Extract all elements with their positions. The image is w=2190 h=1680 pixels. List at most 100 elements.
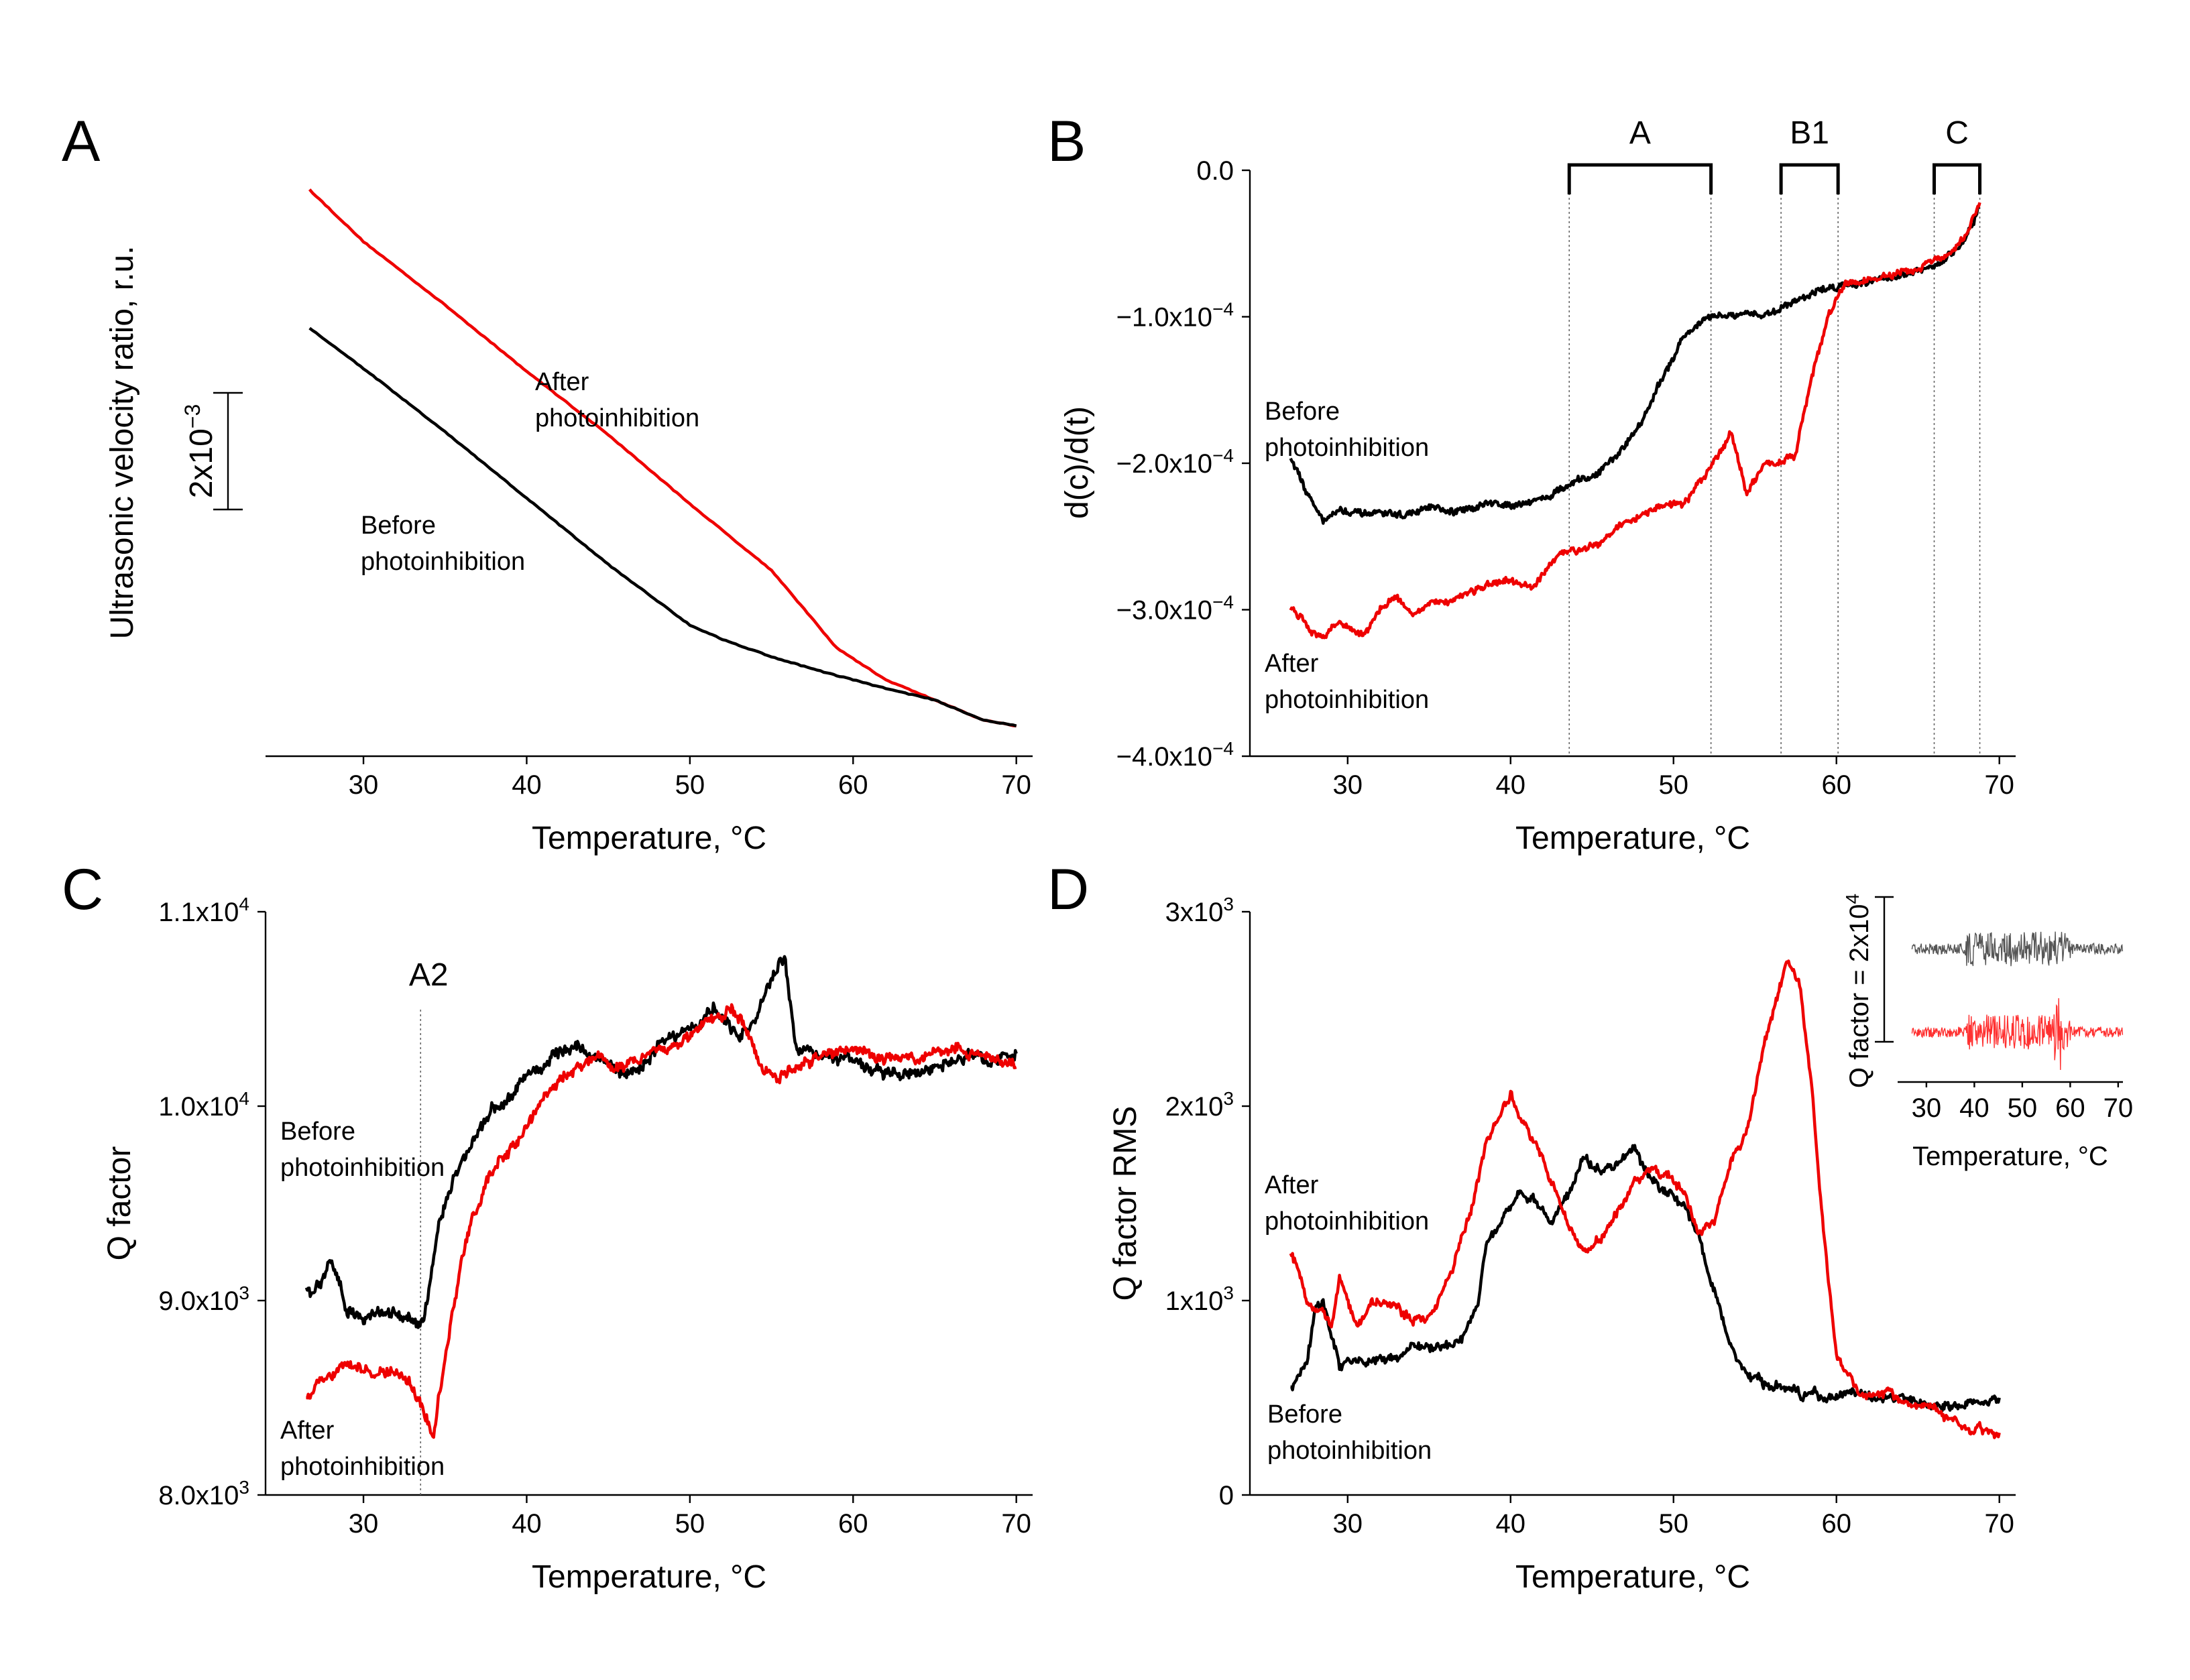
data-point-before	[771, 656, 772, 657]
series-line-before	[304, 955, 1018, 1329]
data-point-before	[1616, 1164, 1617, 1165]
y-tick-label-base: −2.0x10	[1116, 449, 1212, 479]
data-point-after	[1551, 562, 1552, 563]
data-point-after	[1844, 284, 1845, 285]
x-tick-label: 40	[512, 770, 542, 800]
data-point-after	[485, 1184, 486, 1185]
data-point-before	[1600, 1174, 1601, 1175]
data-point-before	[1016, 1053, 1017, 1054]
x-tick-label: 50	[675, 1509, 705, 1539]
data-point-after	[730, 1009, 731, 1010]
region-label: B1	[1790, 115, 1829, 151]
data-point-after	[885, 1057, 886, 1058]
data-point-before	[469, 1145, 470, 1146]
data-point-after	[1323, 1310, 1324, 1311]
y-tick-label: 2x103	[1165, 1088, 1234, 1122]
data-point-after	[1510, 583, 1511, 584]
data-point-after	[608, 434, 609, 435]
y-tick-label: −1.0x10−4	[1116, 299, 1234, 333]
data-point-before	[983, 720, 984, 721]
data-point-before	[1307, 1359, 1308, 1360]
region-bracket	[1933, 163, 1982, 194]
y-tick-label-exponent: 3	[239, 1282, 249, 1303]
data-point-after	[1510, 1090, 1511, 1091]
data-point-after	[1836, 1359, 1837, 1360]
annotation-after: After	[280, 1417, 335, 1445]
y-tick-label-exponent: −4	[1212, 299, 1234, 320]
y-tick-label: 1x103	[1165, 1282, 1234, 1316]
y-tick-label: 0	[1219, 1481, 1234, 1510]
annotation-before: photoinhibition	[361, 548, 525, 576]
data-point-after	[1569, 551, 1570, 552]
data-point-after	[1478, 587, 1479, 588]
annotation-after: photoinhibition	[280, 1453, 445, 1481]
x-tick-label: 40	[1496, 770, 1526, 800]
y-tick-label: −2.0x10−4	[1116, 445, 1234, 479]
scale-bar-label-exponent: −3	[180, 404, 205, 428]
x-tick-label: 60	[838, 1509, 868, 1539]
x-axis-title: Temperature, °C	[532, 821, 766, 856]
inset-y-axis-title-base: Q factor = 2x10	[1845, 904, 1874, 1088]
data-point-before	[1347, 1359, 1348, 1360]
data-point-after	[371, 1374, 372, 1375]
y-tick-label-base: 3x10	[1165, 898, 1224, 927]
annotation-after: After	[535, 368, 589, 396]
x-tick-label: 50	[1658, 770, 1688, 800]
data-point-after	[1616, 529, 1617, 530]
data-point-before	[608, 564, 609, 565]
data-point-before	[1665, 1193, 1666, 1194]
annotation-before: Before	[1267, 1400, 1342, 1429]
annotation-after: photoinhibition	[1265, 1207, 1429, 1236]
y-tick-label-base: 8.0x10	[158, 1481, 239, 1510]
data-point-after	[1823, 1232, 1824, 1233]
x-tick-label: 50	[675, 770, 705, 800]
x-tick-label: 70	[1984, 1509, 2014, 1539]
inset-x-tick-label: 30	[1912, 1093, 1942, 1123]
x-tick-label: 40	[1496, 1509, 1526, 1539]
data-point-after	[1016, 1067, 1017, 1068]
data-point-after	[1787, 960, 1788, 961]
data-point-after	[983, 1057, 984, 1058]
x-axis-title: Temperature, °C	[532, 1559, 766, 1595]
data-point-after	[1828, 316, 1829, 317]
x-axis-title: Temperature, °C	[1515, 821, 1750, 856]
data-point-after	[1600, 1242, 1601, 1243]
data-point-after	[771, 570, 772, 571]
region-label: C	[1945, 115, 1969, 151]
data-point-before	[1502, 504, 1503, 505]
x-tick-label: 60	[838, 770, 868, 800]
data-point-before	[771, 979, 772, 980]
data-point-before	[869, 1067, 870, 1068]
y-tick-label: 3x103	[1165, 894, 1234, 927]
y-tick-label: 8.0x103	[158, 1477, 249, 1510]
annotation-after: After	[1265, 650, 1319, 678]
inset-x-tick-label: 70	[2103, 1093, 2134, 1123]
inset-x-tick-label: 60	[2055, 1093, 2085, 1123]
data-point-before	[1016, 725, 1017, 726]
data-point-before	[934, 700, 935, 701]
data-point-after	[458, 1281, 459, 1282]
y-tick-label-exponent: 3	[1223, 1282, 1234, 1303]
series-line-after	[1289, 202, 1981, 640]
data-point-before	[1380, 513, 1381, 514]
annotation-after: photoinhibition	[535, 404, 699, 432]
data-point-after	[1763, 467, 1764, 468]
series-line-before	[1289, 1144, 2001, 1413]
data-point-after	[796, 1067, 797, 1068]
data-point-before	[1567, 1193, 1568, 1194]
data-point-before	[1681, 1203, 1682, 1204]
data-point-before	[1649, 407, 1650, 408]
data-point-after	[624, 1067, 625, 1068]
series-line-after	[1289, 959, 2001, 1439]
data-point-before	[934, 1067, 935, 1068]
annotation-before: Before	[1265, 398, 1340, 426]
data-point-after	[1665, 1174, 1666, 1175]
data-point-after	[1421, 1320, 1422, 1321]
data-point-before	[1380, 1355, 1381, 1356]
region-label: A	[1629, 115, 1651, 151]
inset-x-tick-label: 50	[2008, 1093, 2038, 1123]
inset-series-line-after_inset	[1911, 998, 2124, 1071]
data-point-before	[1665, 372, 1666, 373]
y-axis-title: d(c)/d(t)	[1059, 406, 1095, 519]
data-point-after	[1502, 1106, 1503, 1107]
